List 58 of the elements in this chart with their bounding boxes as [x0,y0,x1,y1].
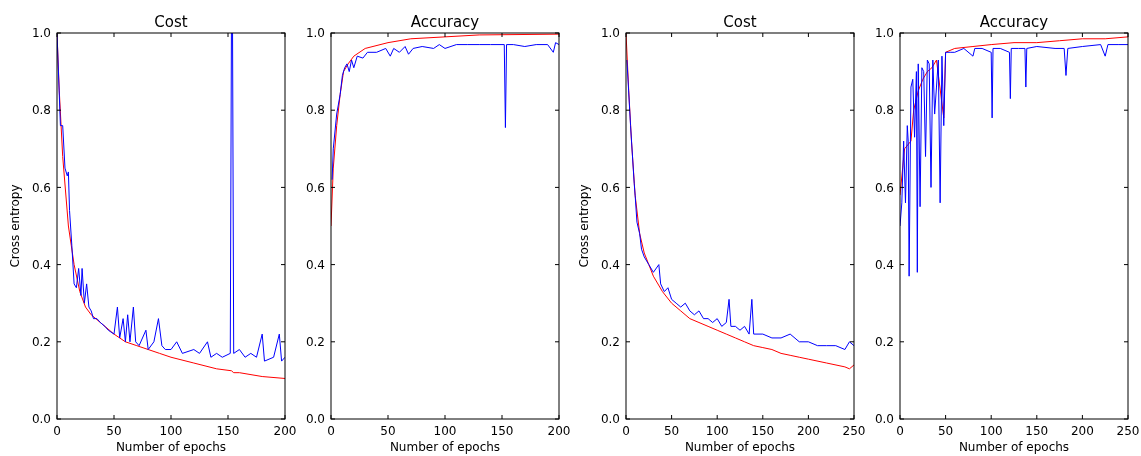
y-tick-label: 0.4 [874,257,894,272]
y-tick-label: 0.0 [874,412,894,427]
y-tick-label: 1.0 [31,26,51,41]
y-tick-label: 0.0 [600,412,620,427]
y-tick-label: 1.0 [874,26,894,41]
chart-title: Accuracy [410,13,480,31]
y-tick-label: 0.4 [600,257,620,272]
x-tick-label: 50 [106,424,122,438]
y-tick-label: 0.6 [874,180,894,195]
y-tick-label: 0.6 [305,180,325,195]
x-tick-label: 0 [327,424,335,438]
y-axis-title: Cross entropy [8,184,22,268]
x-axis-title: Number of epochs [684,440,796,454]
x-tick-label: 100 [979,424,1003,438]
x-tick-label: 0 [622,424,630,438]
y-tick-label: 0.8 [874,103,894,118]
y-tick-label: 0.8 [600,103,620,118]
x-axis-title: Number of epochs [389,440,501,454]
x-tick-label: 200 [1070,424,1094,438]
y-tick-label: 0.2 [31,335,51,349]
y-tick-label: 0.0 [31,412,51,427]
chart-title: Accuracy [979,13,1049,31]
x-tick-label: 150 [751,424,775,438]
y-tick-label: 0.6 [31,180,51,195]
y-tick-label: 0.4 [31,257,51,272]
y-tick-label: 0.8 [305,103,325,118]
y-tick-label: 0.2 [305,335,325,349]
y-tick-label: 1.0 [305,26,325,41]
x-tick-label: 50 [380,424,396,438]
x-tick-label: 50 [937,424,954,438]
x-tick-label: 200 [796,424,820,438]
x-tick-label: 250 [842,424,866,438]
y-tick-label: 0.8 [31,103,51,118]
y-tick-label: 0.2 [600,335,620,349]
chart-title: Cost [723,13,757,31]
line-series [900,44,1128,277]
chart-title: Cost [154,13,188,31]
x-tick-label: 100 [433,424,457,438]
y-tick-label: 0.0 [305,412,325,427]
x-tick-label: 200 [547,424,571,438]
y-tick-label: 1.0 [600,26,620,41]
x-tick-label: 250 [1116,424,1140,438]
y-tick-label: 0.4 [305,257,325,272]
y-axis-title: Cross entropy [577,184,591,268]
y-tick-label: 0.2 [874,335,894,349]
x-tick-label: 150 [1025,424,1049,438]
x-axis-title: Number of epochs [115,440,227,454]
y-tick-label: 0.6 [600,180,620,195]
x-tick-label: 0 [53,424,61,438]
x-tick-label: 0 [896,424,904,438]
x-tick-label: 150 [216,424,240,438]
x-tick-label: 50 [663,424,680,438]
x-axis-title: Number of epochs [958,440,1070,454]
x-tick-label: 100 [705,424,729,438]
x-tick-label: 200 [273,424,297,438]
line-series [331,42,559,181]
x-tick-label: 100 [159,424,183,438]
x-tick-label: 150 [490,424,514,438]
